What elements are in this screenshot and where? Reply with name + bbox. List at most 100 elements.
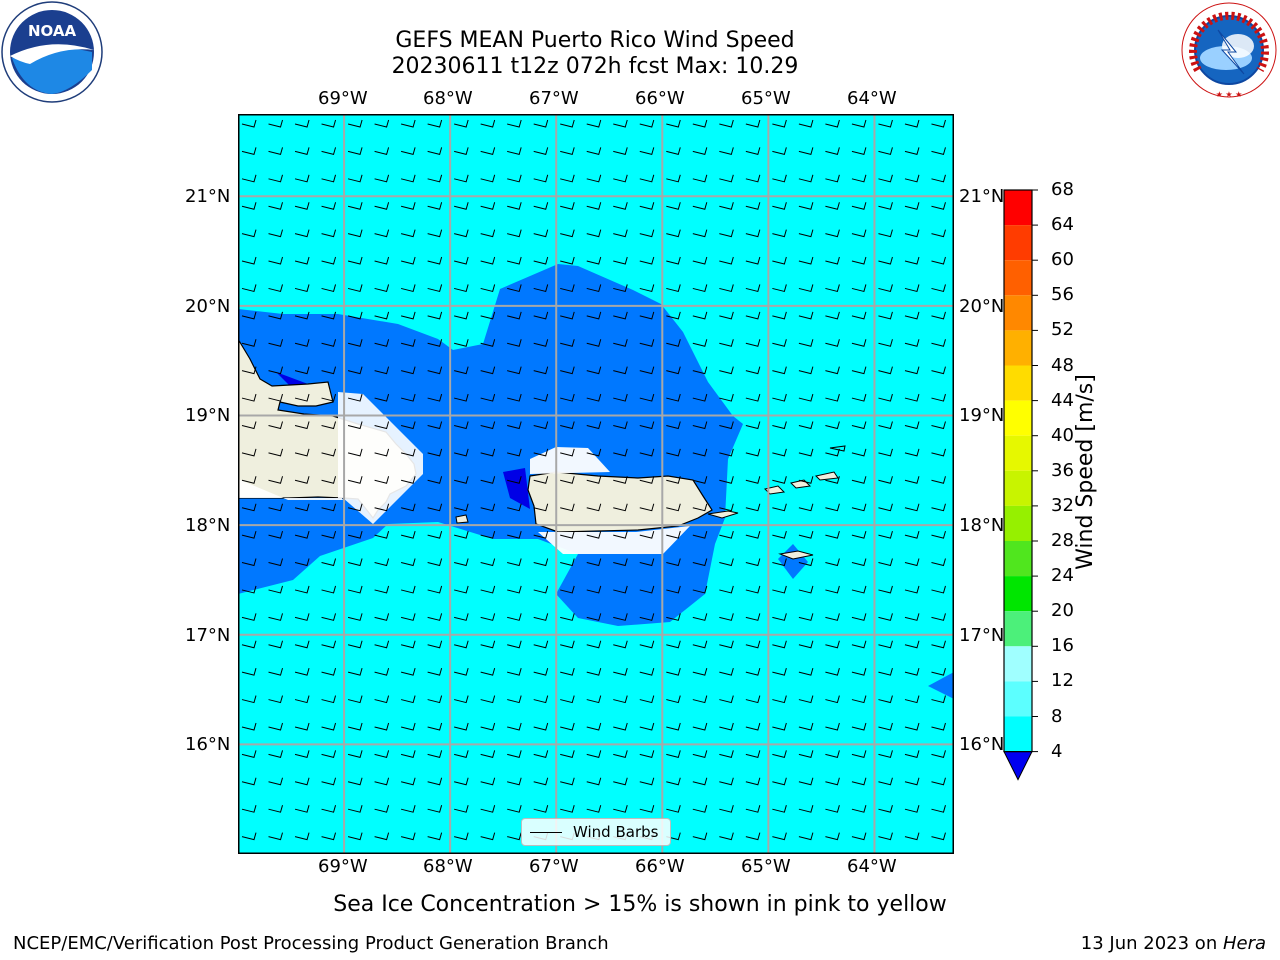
wind-barb [454,695,469,704]
wind-barb [613,147,628,156]
wind-barb [825,202,840,210]
wind-barb [347,805,363,813]
wind-barb [666,256,681,265]
wind-barb [666,284,681,293]
wind-barb [454,530,469,539]
wind-barb [268,530,283,539]
wind-barb [692,393,708,402]
wind-barb [374,256,390,265]
wind-barb [480,640,496,649]
wind-barb [374,695,390,704]
wind-barb [294,668,310,676]
wind-barb [878,119,893,128]
wind-barb [533,448,549,457]
lon-tick-bottom: 64°W [847,856,897,877]
wind-barb [666,393,681,402]
wind-barb [639,476,655,484]
wind-barb [931,750,946,758]
wind-barb [851,256,867,265]
wind-barb [374,339,390,347]
wind-barb [347,558,363,567]
wind-barb [825,640,840,649]
colorbar-band [1004,470,1032,506]
wind-barb [904,339,920,347]
wind-barb [294,530,310,539]
wind-barb [454,476,469,484]
wind-barb [931,585,946,594]
wind-barb [586,393,602,402]
wind-barb [639,530,655,539]
wind-barb [745,476,761,484]
wind-barb [507,832,522,841]
wind-barb [321,339,337,347]
wind-barb [480,393,496,402]
wind-barb [719,503,734,512]
wind-barb [507,668,522,676]
wind-barb [692,832,708,841]
wind-barb [454,722,469,731]
wind-barb [241,421,257,430]
wind-barb [507,393,522,402]
wind-barb [400,640,416,649]
wind-barb [374,202,390,210]
map-panel [237,114,954,854]
wind-barb [560,613,575,621]
wind-barb [294,805,310,813]
wind-barb [719,229,734,238]
wind-barb [507,311,522,320]
wind-barb [294,256,310,265]
wind-barb [613,805,628,813]
wind-barb [586,339,602,347]
wind-barb [772,695,787,704]
wind-barb [719,284,734,293]
wind-barb [400,558,416,567]
wind-barb [560,558,575,567]
wind-barb [825,805,840,813]
wind-barb [825,613,840,621]
wind-barb [851,695,867,704]
lon-tick-bottom: 67°W [529,856,579,877]
wind-barb [692,668,708,676]
wind-barb [825,832,840,841]
wind-barb [878,585,893,594]
wind-barb [772,119,787,128]
wind-barb [321,613,337,621]
wind-barb [772,832,787,841]
wind-barb [586,805,602,813]
wind-barb [825,339,840,347]
wind-barb [798,668,814,676]
wind-barb [507,147,522,156]
wind-barb [427,476,443,484]
wind-barb [560,256,575,265]
wind-barb [427,202,443,210]
wind-barb [347,393,363,402]
wind-barb [825,530,840,539]
wind-barb [745,805,761,813]
wind-barb [427,366,443,375]
wind-barb [666,311,681,320]
wind-barb [560,393,575,402]
wind-barb [878,777,893,786]
wind-barb [719,311,734,320]
wind-barb [692,558,708,567]
wind-barb [613,585,628,594]
wind-barb [931,805,946,813]
wind-barb [400,832,416,841]
wind-barb [772,585,787,594]
wind-barb [692,722,708,731]
wind-barb [666,339,681,347]
map-gridlines [238,114,954,854]
st-croix-island [778,550,814,560]
wind-barb [294,421,310,430]
wind-barb [268,777,283,786]
wind-barb [560,174,575,183]
wind-barb [374,147,390,156]
wind-barb [507,695,522,704]
wind-barb [851,393,867,402]
wind-barb [931,311,946,320]
wind-barb [798,284,814,293]
wind-barb [851,585,867,594]
chart-subtitle: 20230611 t12z 072h fcst Max: 10.29 [391,54,799,79]
wind-barb [745,448,761,457]
masked-region [338,392,423,524]
